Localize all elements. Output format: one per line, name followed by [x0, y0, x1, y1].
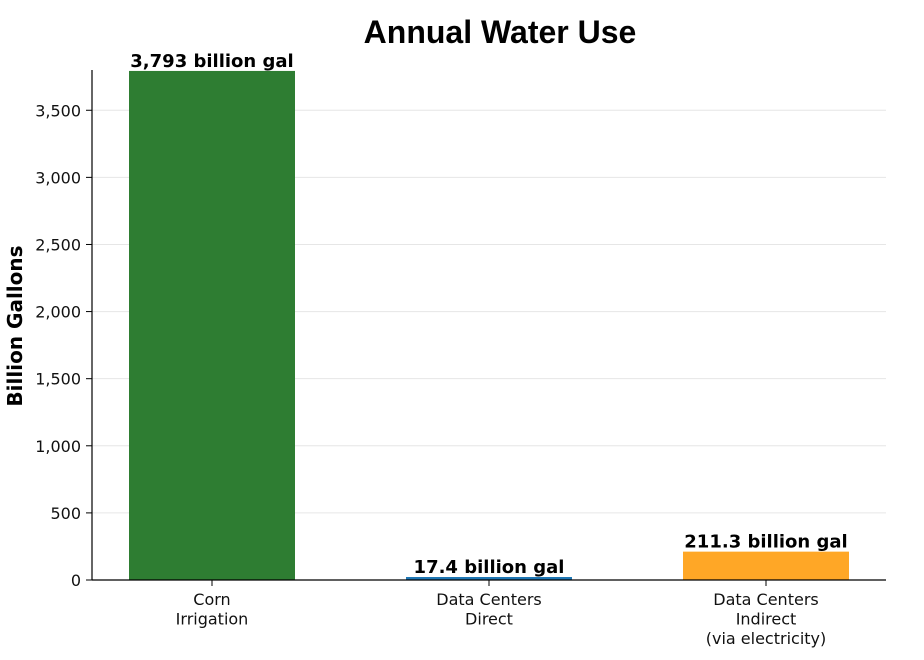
bar	[129, 70, 295, 580]
data-labels: 3,793 billion gal 17.4 billion gal 211.3 b…	[130, 51, 847, 578]
x-tick-label: Corn Irrigation	[176, 590, 249, 629]
y-axis-title: Billion Gallons	[3, 245, 27, 406]
bars	[129, 70, 849, 580]
y-tick-label: 1,000	[35, 437, 81, 456]
x-tick-label-line: Data Centers	[436, 590, 541, 609]
x-tick-label-line: Data Centers	[713, 590, 818, 609]
x-tick-label-line: Indirect	[736, 610, 797, 629]
x-tick-label: Data Centers Direct	[436, 590, 541, 629]
y-tick-label: 0	[71, 571, 81, 590]
y-tick-label: 3,000	[35, 168, 81, 187]
data-label: 3,793 billion gal	[130, 51, 293, 72]
x-tick-label: Data Centers Indirect (via electricity)	[706, 590, 827, 648]
y-ticks: 0 500 1,000 1,500 2,000 2,500 3,000 3,500	[35, 101, 92, 590]
data-label: 211.3 billion gal	[684, 532, 847, 553]
x-tick-label-line: Corn	[193, 590, 230, 609]
x-tick-label-line: Irrigation	[176, 610, 249, 629]
bar	[406, 577, 572, 580]
x-tick-label-line: Direct	[465, 610, 513, 629]
x-tick-label-line: (via electricity)	[706, 629, 827, 648]
y-tick-label: 1,500	[35, 370, 81, 389]
chart-title: Annual Water Use	[363, 14, 637, 50]
y-tick-label: 3,500	[35, 101, 81, 120]
y-tick-label: 500	[50, 504, 81, 523]
bar	[683, 551, 849, 580]
y-tick-label: 2,000	[35, 303, 81, 322]
y-tick-label: 2,500	[35, 235, 81, 254]
data-label: 17.4 billion gal	[414, 557, 565, 578]
